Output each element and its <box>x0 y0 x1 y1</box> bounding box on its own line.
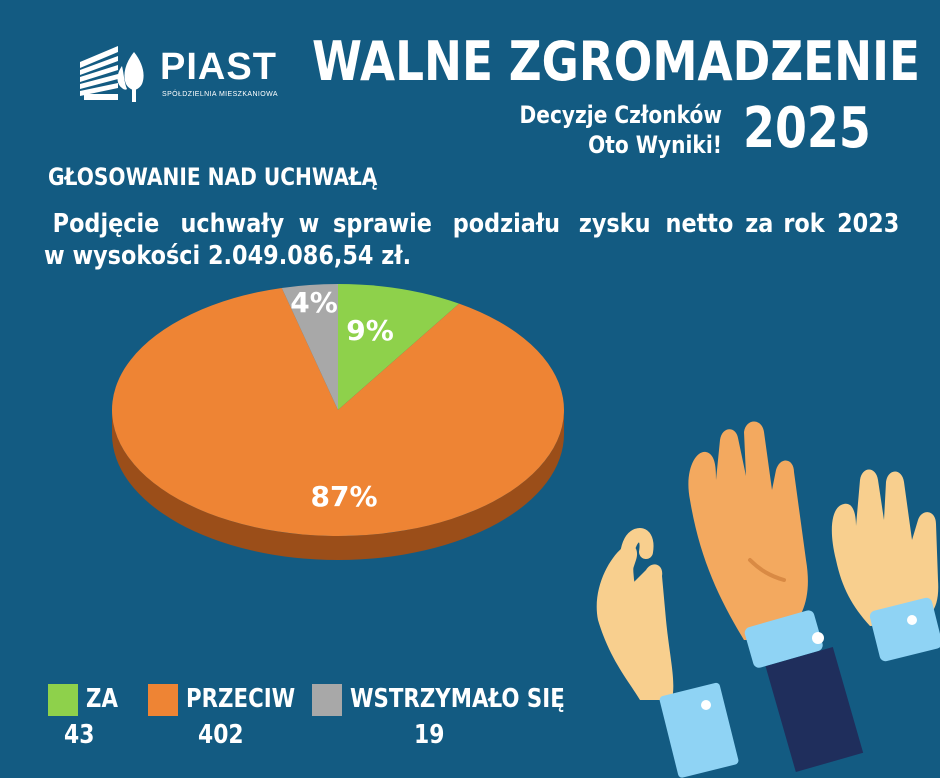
legend-count-za: 43 <box>64 720 95 750</box>
pie-side-1 <box>112 410 564 560</box>
brand-subtitle: SPÓŁDZIELNIA MIESZKANIOWA <box>162 91 278 98</box>
logo: PIAST SPÓŁDZIELNIA MIESZKANIOWA <box>78 44 288 104</box>
pie-label-2: 4% <box>290 286 338 319</box>
subtitle-line-2: Oto Wyniki! <box>588 131 722 159</box>
question-word: sprawie <box>332 209 432 239</box>
question-word: netto <box>665 209 734 239</box>
legend-swatch-wstrzymalo <box>312 684 342 716</box>
year-label: 2025 <box>743 96 871 161</box>
subtitle-line-1: Decyzje Członków <box>519 101 722 129</box>
brand-name: PIAST <box>160 46 277 88</box>
building-tree-logo-icon <box>80 46 144 102</box>
legend-label-za: ZA <box>86 684 118 714</box>
resolution-question: Podjęcie uchwały w sprawie podziału zysku nett… <box>44 208 904 272</box>
pie-slice-0 <box>338 284 460 410</box>
question-word: zysku <box>578 209 651 239</box>
pie-label-1: 87% <box>310 480 377 513</box>
header-subtitle: Decyzje Członków Oto Wyniki! <box>520 100 722 160</box>
legend-swatch-za <box>48 684 78 716</box>
question-word: 2023 <box>836 209 899 239</box>
question-line-2: w wysokości 2.049.086,54 zł. <box>44 241 412 271</box>
legend-count-wstrzymalo: 19 <box>414 720 445 750</box>
section-label: GŁOSOWANIE NAD UCHWAŁĄ <box>48 163 378 191</box>
pie-slice-2 <box>281 284 338 410</box>
legend-label-wstrzymalo: WSTRZYMAŁO SIĘ <box>350 684 565 714</box>
page-title: WALNE ZGROMADZENIE <box>312 30 920 93</box>
legend-swatch-przeciw <box>148 684 178 716</box>
legend-count-przeciw: 402 <box>198 720 244 750</box>
question-line-1: Podjęcie uchwały w sprawie podziału zysku nett… <box>44 208 904 240</box>
question-word: uchwały <box>180 209 285 239</box>
pie-label-0: 9% <box>346 314 394 347</box>
question-word: Podjęcie <box>52 209 160 239</box>
question-word: w <box>298 209 320 239</box>
legend-label-przeciw: PRZECIW <box>186 684 296 714</box>
pie-slice-1 <box>112 287 565 536</box>
question-word: rok <box>782 209 825 239</box>
question-word: za <box>745 209 774 239</box>
question-word: podziału <box>452 209 560 239</box>
